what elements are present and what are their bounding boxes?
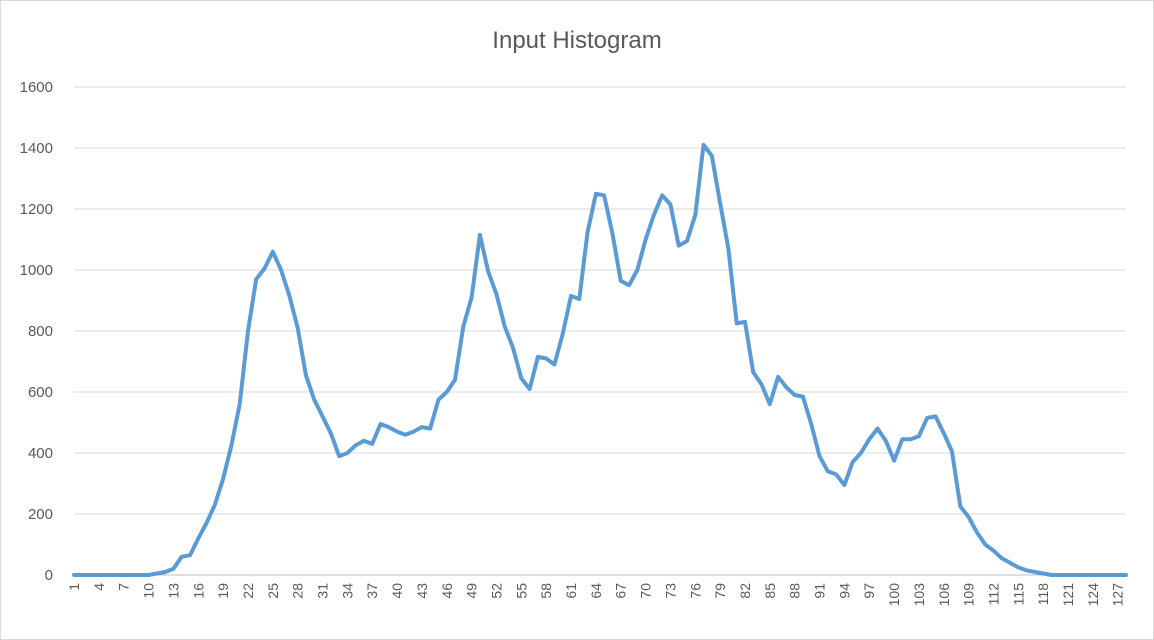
- x-tick-label: 67: [613, 583, 629, 599]
- x-tick-label: 10: [141, 583, 157, 599]
- x-tick-label: 34: [339, 583, 355, 599]
- x-tick-label: 103: [911, 583, 927, 607]
- x-tick-label: 118: [1035, 583, 1051, 606]
- y-tick-label: 400: [28, 445, 53, 462]
- x-tick-label: 76: [687, 583, 703, 599]
- x-tick-label: 28: [290, 583, 306, 599]
- x-tick-label: 82: [737, 583, 753, 599]
- series-layer: [72, 142, 1128, 577]
- x-tick-label: 61: [563, 583, 579, 599]
- x-tick-label: 121: [1060, 583, 1076, 607]
- x-tick-label: 97: [861, 583, 877, 599]
- x-tick-label: 94: [836, 583, 852, 599]
- x-tick-label: 73: [662, 583, 678, 599]
- y-tick-label: 1400: [20, 140, 53, 157]
- x-tick-label: 4: [91, 583, 107, 591]
- x-tick-label: 85: [762, 583, 778, 599]
- y-tick-label: 0: [45, 567, 53, 584]
- y-tick-label: 1600: [20, 79, 53, 96]
- x-tick-label: 109: [961, 583, 977, 607]
- x-tick-label: 112: [985, 583, 1001, 606]
- x-tick-label: 19: [215, 583, 231, 599]
- y-tick-label: 1200: [20, 201, 53, 218]
- x-axis-ticks: 1 4 7 10 13 16 19 22 25 28 31 34 37 40 43 46 49 52 55 58 61 6…: [66, 583, 1126, 607]
- x-tick-label: 58: [538, 583, 554, 599]
- x-tick-label: 7: [116, 583, 132, 591]
- x-tick-label: 46: [439, 583, 455, 599]
- series-line-0: [72, 142, 1128, 577]
- x-tick-label: 40: [389, 583, 405, 599]
- x-tick-label: 91: [812, 583, 828, 599]
- y-tick-label: 600: [28, 384, 53, 401]
- y-axis-ticks: 0 200 400 600 800 1000 1200 1400 1600: [20, 79, 53, 584]
- y-tick-label: 200: [28, 506, 53, 523]
- y-tick-label: 1000: [20, 262, 53, 279]
- x-tick-label: 25: [265, 583, 281, 599]
- x-tick-label: 13: [165, 583, 181, 599]
- x-tick-label: 55: [513, 583, 529, 599]
- x-tick-label: 79: [712, 583, 728, 599]
- y-tick-label: 800: [28, 323, 53, 340]
- x-tick-label: 127: [1110, 583, 1126, 607]
- x-tick-label: 16: [190, 583, 206, 599]
- x-tick-label: 52: [488, 583, 504, 599]
- x-tick-label: 22: [240, 583, 256, 599]
- x-tick-label: 31: [315, 583, 331, 599]
- x-tick-label: 115: [1010, 583, 1026, 606]
- x-tick-label: 124: [1085, 583, 1101, 607]
- x-tick-label: 37: [364, 583, 380, 599]
- x-tick-label: 88: [787, 583, 803, 599]
- x-tick-label: 49: [464, 583, 480, 599]
- chart-title: Input Histogram: [492, 27, 662, 54]
- x-tick-label: 70: [638, 583, 654, 599]
- x-tick-label: 64: [588, 583, 604, 599]
- x-tick-label: 100: [886, 583, 902, 607]
- x-tick-label: 1: [66, 583, 82, 591]
- x-tick-label: 106: [936, 583, 952, 607]
- x-tick-label: 43: [414, 583, 430, 599]
